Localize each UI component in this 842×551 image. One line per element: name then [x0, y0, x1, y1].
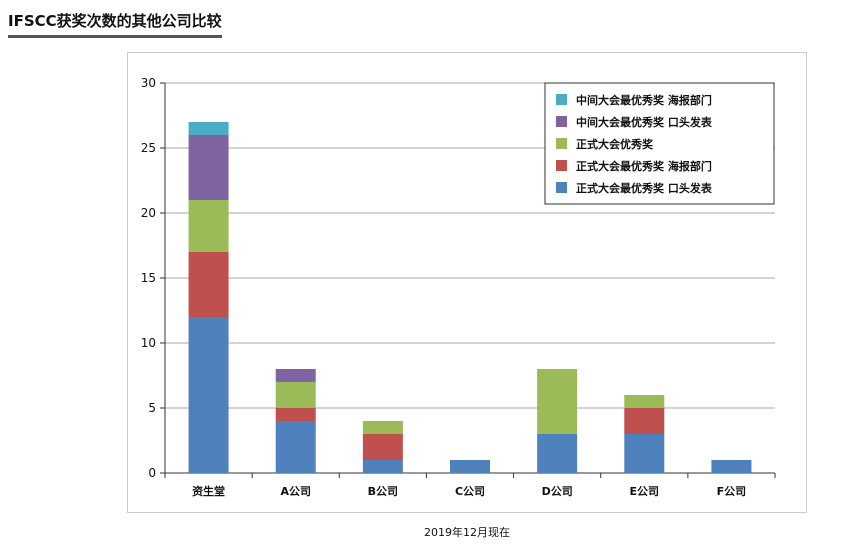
footer-note: 2019年12月现在	[424, 526, 510, 539]
bar-segment	[188, 122, 229, 135]
legend-label: 正式大会优秀奖	[576, 137, 654, 151]
bar-segment	[624, 408, 665, 434]
legend-label: 正式大会最优秀奖 口头发表	[576, 181, 713, 195]
y-tick-label: 25	[141, 141, 156, 155]
x-tick-label: D公司	[542, 485, 573, 498]
x-tick-label: E公司	[630, 485, 660, 498]
legend-label: 中间大会最优秀奖 口头发表	[576, 115, 713, 129]
bar-segment	[711, 460, 752, 473]
y-tick-label: 20	[141, 206, 156, 220]
bar-segment	[624, 395, 665, 408]
x-tick-label: 资生堂	[192, 484, 225, 498]
legend-swatch	[556, 94, 567, 105]
y-tick-label: 15	[141, 271, 156, 285]
y-tick-label: 10	[141, 336, 156, 350]
legend-swatch	[556, 138, 567, 149]
x-tick-label: B公司	[368, 485, 398, 498]
bar-segment	[188, 200, 229, 252]
bar-segment	[362, 421, 403, 434]
y-tick-label: 30	[141, 76, 156, 90]
y-tick-label: 5	[148, 401, 156, 415]
page-title: IFSCC获奖次数的其他公司比较	[8, 10, 222, 38]
bar-segment	[362, 434, 403, 460]
bar-segment	[537, 369, 578, 434]
legend	[544, 82, 775, 205]
bar-segment	[188, 252, 229, 317]
x-tick-label: C公司	[455, 485, 485, 498]
bar-segment	[275, 369, 316, 382]
legend-swatch	[556, 116, 567, 127]
x-tick-label: A公司	[280, 485, 311, 498]
bar-segment	[275, 421, 316, 473]
bar-segment	[537, 434, 578, 473]
bar-segment	[362, 460, 403, 473]
legend-label: 中间大会最优秀奖 海报部门	[576, 93, 712, 107]
bar-segment	[188, 135, 229, 200]
legend-swatch	[556, 160, 567, 171]
legend-swatch	[556, 182, 567, 193]
bar-segment	[450, 460, 490, 473]
y-tick-label: 0	[148, 466, 156, 480]
legend-label: 正式大会最优秀奖 海报部门	[576, 159, 712, 173]
chart-frame	[127, 52, 807, 513]
bar-segment	[275, 382, 316, 408]
bar-segment	[275, 408, 316, 421]
x-tick-label: F公司	[717, 485, 747, 498]
bar-segment	[624, 434, 665, 473]
bar-segment	[188, 317, 229, 473]
